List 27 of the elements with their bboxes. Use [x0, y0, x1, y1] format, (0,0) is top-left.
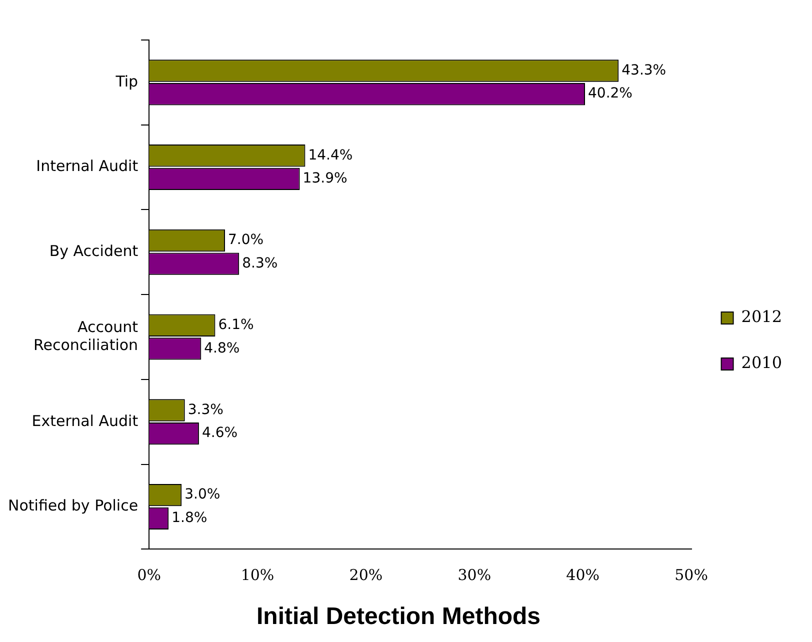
data-label: 4.8% [204, 340, 240, 356]
data-label: 7.0% [228, 232, 264, 248]
legend-label: 2012 [741, 307, 782, 326]
data-label: 3.0% [184, 486, 220, 503]
text: Initial Detection Methods [256, 603, 541, 630]
legend-label: 2010 [741, 353, 782, 372]
data-label: 3.3% [188, 402, 224, 418]
x-tick-label: 20% [349, 566, 383, 584]
data-label: 14.4% [308, 147, 353, 164]
y-tick-label: Tip [114, 72, 138, 90]
x-tick-label: 0% [137, 566, 161, 584]
y-tick-label: External Audit [32, 412, 138, 430]
x-tick-label: 10% [240, 566, 274, 584]
x-tick-label: 50% [674, 566, 708, 584]
y-tick-label: Account Reconciliation [33, 318, 138, 354]
data-label: 43.3% [622, 62, 666, 78]
y-tick-label: Notified by Police [8, 496, 138, 515]
x-tick-label: 30% [458, 566, 492, 584]
y-tick-label: Internal Audit [36, 157, 138, 176]
x-tick-label: 40% [566, 566, 600, 584]
data-label: 13.9% [302, 170, 348, 187]
y-tick-label: By Accident [49, 242, 138, 260]
data-label: 40.2% [588, 86, 632, 102]
data-label: 1.8% [172, 510, 208, 526]
data-label: 8.3% [242, 255, 278, 272]
data-label: 4.6% [202, 425, 238, 442]
data-label: 6.1% [218, 317, 254, 334]
